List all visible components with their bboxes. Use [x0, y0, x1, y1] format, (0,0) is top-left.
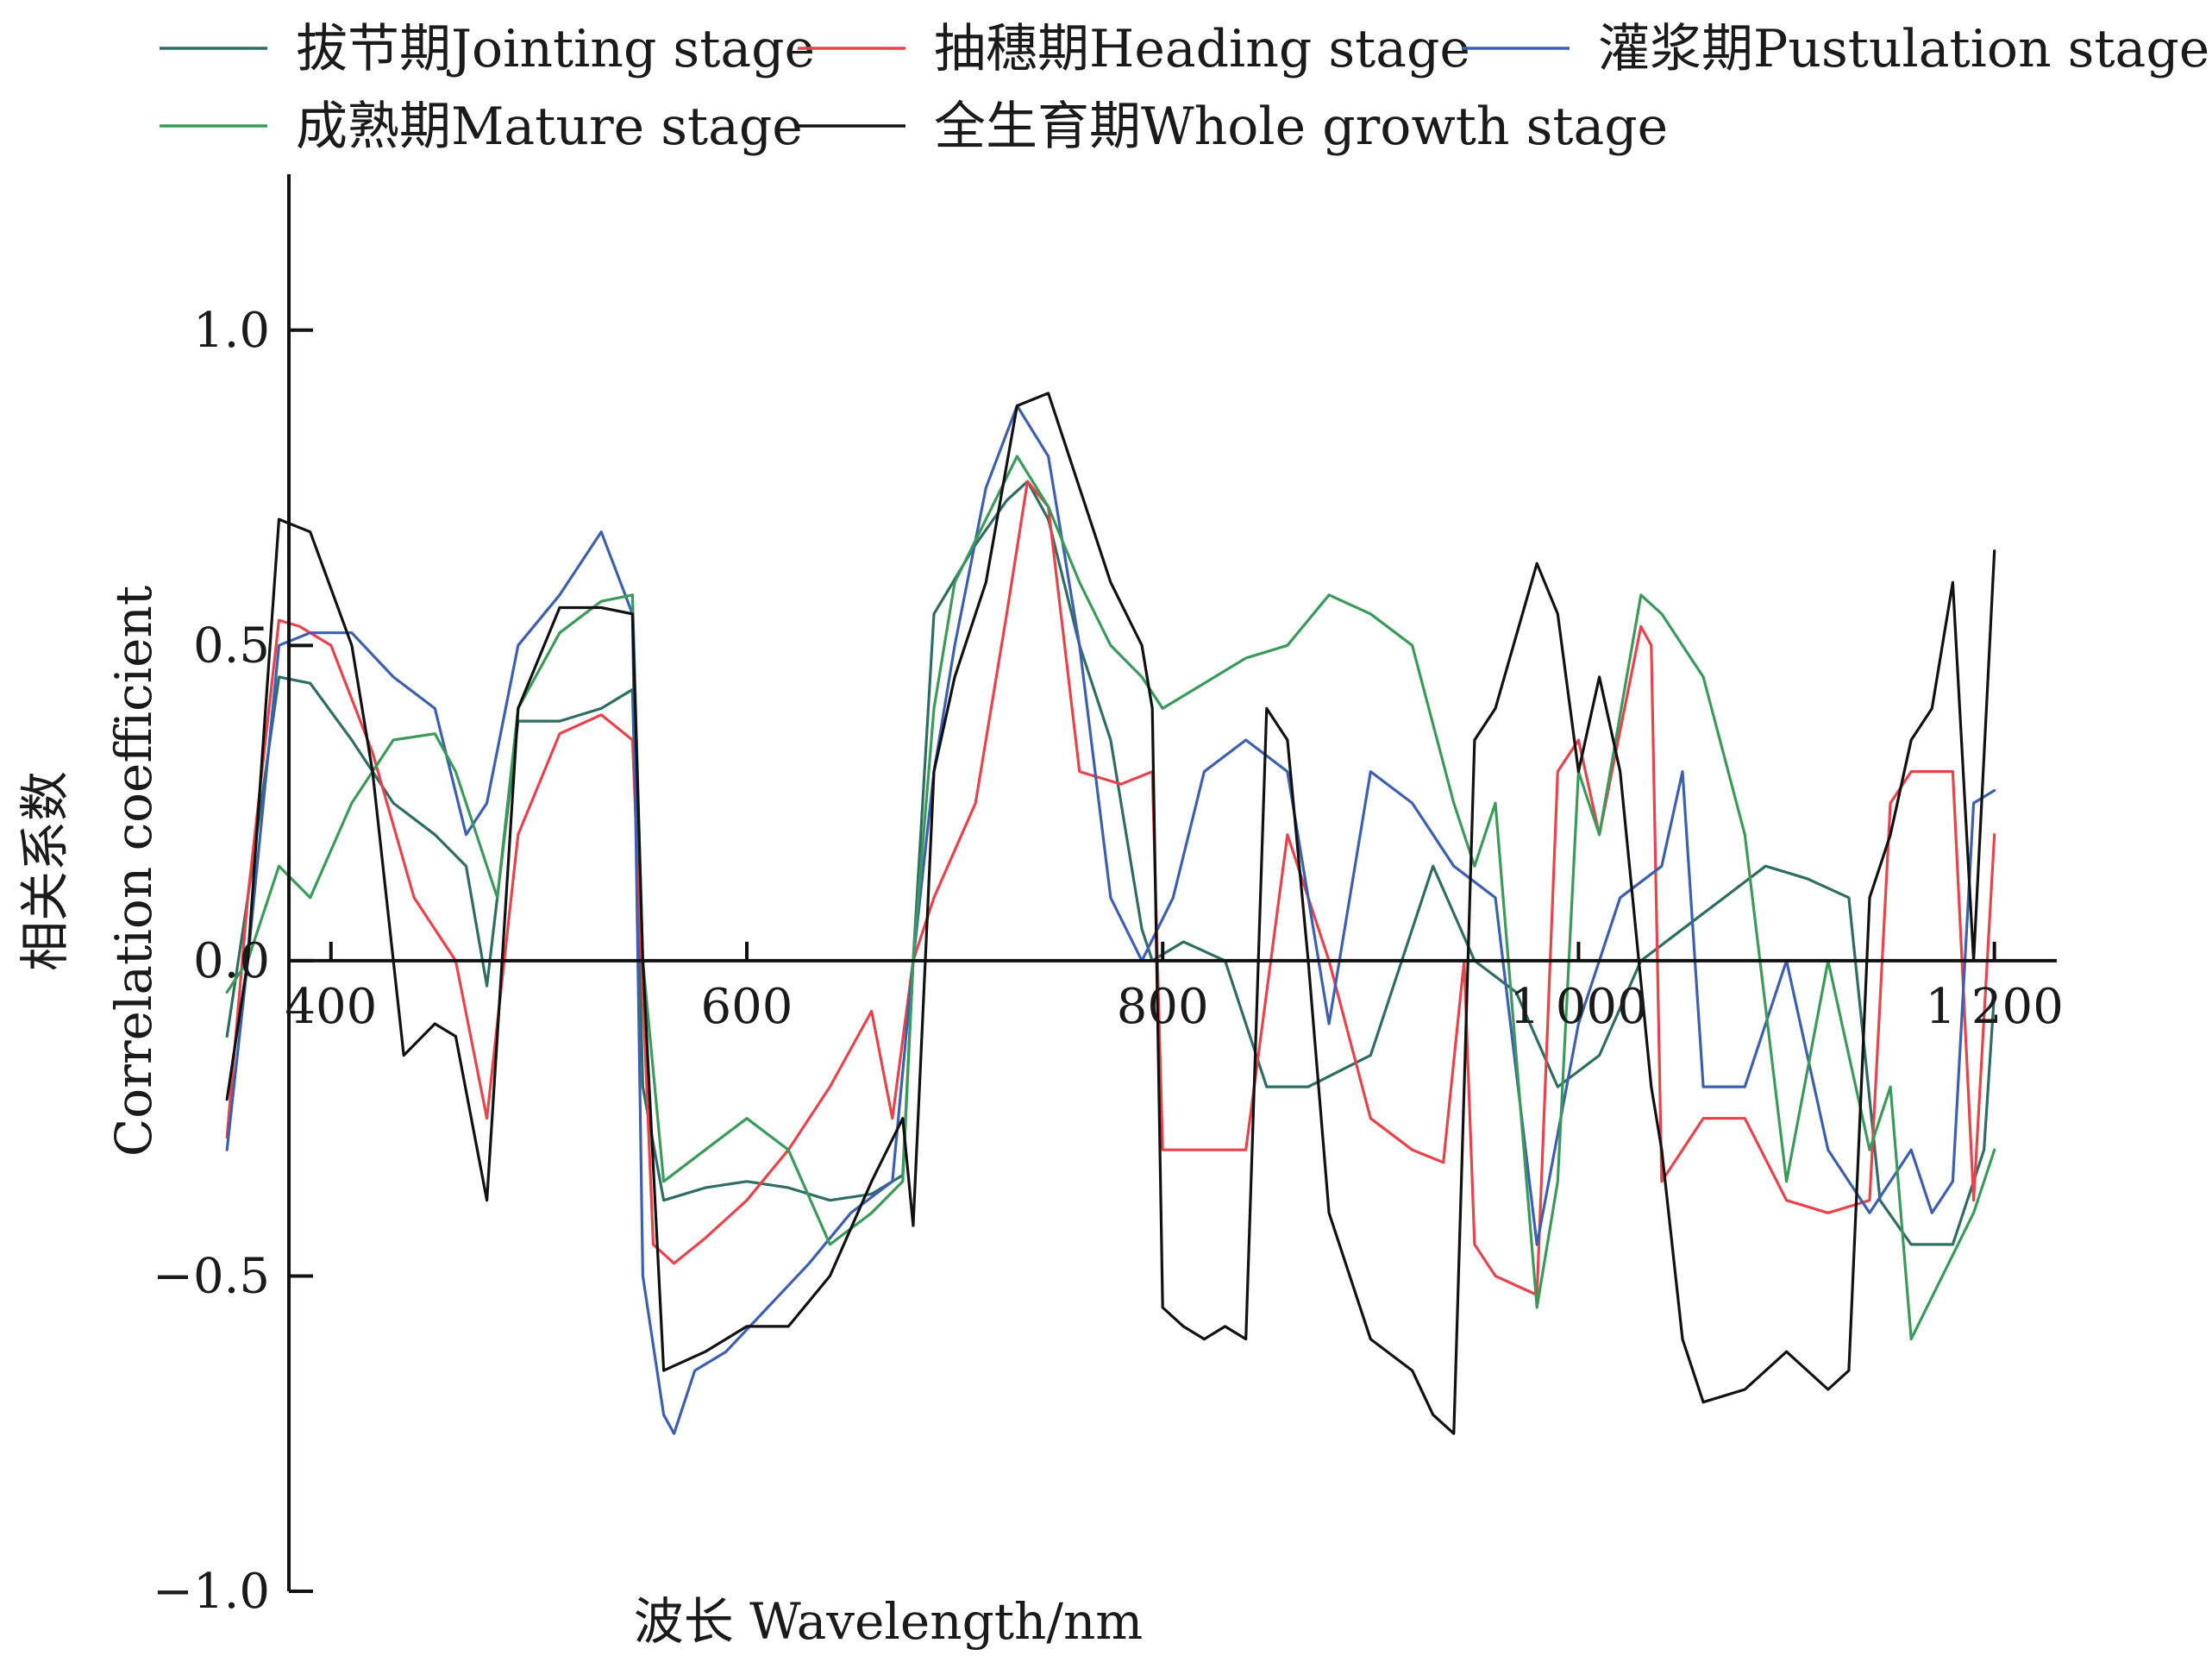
x-tick-label: 800 [1117, 979, 1209, 1035]
x-tick-label: 600 [701, 979, 793, 1035]
y-axis-title-chinese: 相关系数 [16, 771, 74, 971]
axes [287, 174, 2057, 1591]
series-line-3 [225, 404, 1996, 1435]
series-group [225, 392, 1996, 1435]
legend-label: 全生育期Whole growth stage [934, 97, 1668, 157]
x-tick-label: 1 000 [1509, 979, 1647, 1035]
y-ticks: 1.0 0.5 0.0 −0.5 −1.0 [153, 303, 313, 1620]
legend-label: 抽穗期Heading stage [934, 19, 1470, 79]
y-tick-label: −1.0 [153, 1564, 270, 1620]
x-axis-title: 波长 Wavelength/nm [634, 1592, 1144, 1651]
series-line-4 [225, 455, 1996, 1341]
y-tick-label: 1.0 [193, 303, 270, 359]
legend-label: 灌浆期Pustulation stage [1598, 19, 2209, 79]
y-axis-title-english: Correlation coefficient [104, 586, 163, 1157]
series-line-5 [225, 392, 1996, 1435]
series-line-2 [225, 480, 1996, 1297]
y-tick-label: −0.5 [153, 1248, 270, 1304]
x-ticks: 400 600 800 1 000 1 200 [285, 941, 2064, 1035]
x-tick-label: 1 200 [1926, 979, 2064, 1035]
x-tick-label: 400 [285, 979, 377, 1035]
y-tick-label: 0.0 [193, 933, 270, 989]
legend: 拔节期Jointing stage 抽穗期Heading stage 灌浆期Pust… [160, 19, 2209, 157]
y-tick-label: 0.5 [193, 618, 270, 674]
legend-label: 拔节期Jointing stage [296, 19, 815, 79]
legend-label: 成熟期Mature stage [296, 97, 803, 157]
